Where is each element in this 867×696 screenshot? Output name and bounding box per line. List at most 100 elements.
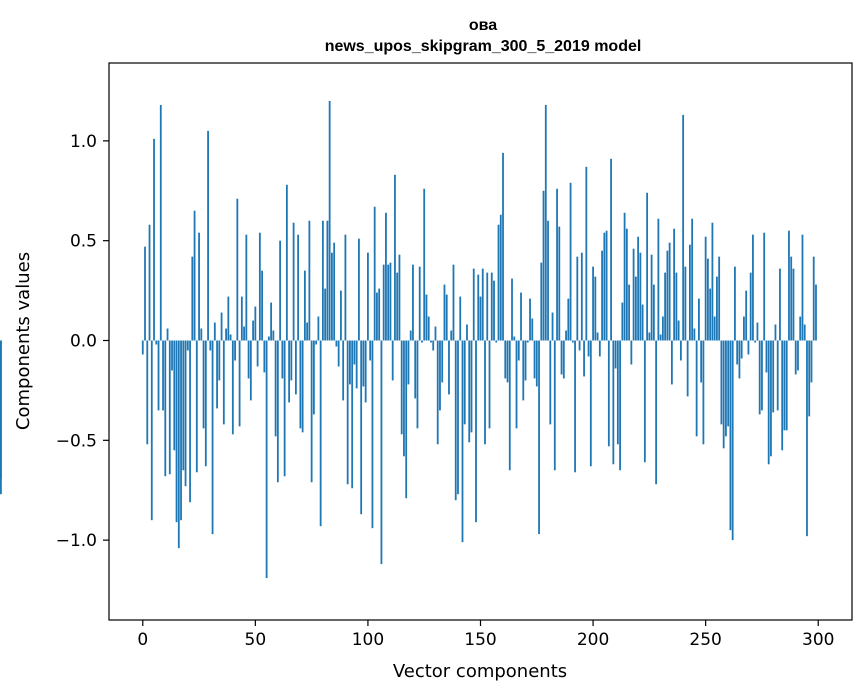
bar	[511, 278, 513, 341]
bar	[650, 254, 653, 341]
bar	[815, 284, 817, 341]
bar	[362, 340, 365, 387]
bar	[607, 340, 610, 447]
bar	[592, 266, 594, 341]
bar	[423, 188, 426, 341]
bar	[218, 340, 221, 381]
bar	[288, 340, 291, 403]
bar	[175, 340, 178, 523]
y-tick-label: 0.5	[70, 232, 97, 252]
chart-subtitle: news_upos_skipgram_300_5_2019 model	[325, 38, 642, 55]
bar	[691, 218, 694, 341]
bar	[238, 340, 241, 427]
bar	[220, 312, 223, 341]
bar	[603, 232, 606, 341]
y-tick-label: 0.0	[70, 332, 97, 352]
bar	[148, 224, 151, 341]
bar	[355, 340, 358, 389]
bar	[551, 312, 554, 341]
bar	[569, 182, 572, 341]
bar	[285, 184, 288, 341]
bar	[209, 340, 212, 351]
bar	[605, 230, 608, 341]
bar	[781, 340, 784, 451]
bar	[621, 302, 624, 341]
bar	[761, 340, 763, 411]
bar	[315, 340, 318, 345]
bar	[371, 340, 374, 529]
bar	[558, 226, 561, 341]
bar	[195, 340, 198, 473]
bar	[177, 340, 180, 549]
bar	[542, 190, 545, 341]
bar	[445, 294, 448, 341]
bar	[369, 340, 372, 361]
bar	[547, 220, 549, 341]
bar	[779, 268, 781, 341]
bar	[159, 104, 162, 341]
bar	[576, 256, 579, 341]
bar	[274, 340, 277, 437]
bar	[200, 328, 203, 341]
bar	[421, 340, 423, 343]
bar	[387, 264, 390, 341]
bar	[164, 340, 167, 477]
bar	[394, 174, 396, 341]
bar	[486, 272, 489, 341]
bar	[186, 340, 189, 351]
bar	[540, 262, 543, 341]
bar	[227, 296, 230, 341]
bar	[529, 298, 531, 341]
bar	[506, 340, 509, 383]
bar	[193, 210, 196, 341]
bar	[801, 234, 804, 341]
bar	[544, 104, 547, 341]
bar	[668, 242, 671, 341]
bar	[301, 340, 304, 433]
bar	[734, 266, 736, 341]
bar	[463, 340, 466, 425]
bar	[797, 340, 799, 371]
bar	[360, 340, 363, 515]
bar	[684, 266, 687, 341]
bar	[718, 256, 721, 341]
bar	[792, 268, 795, 341]
bar	[459, 296, 462, 341]
bar	[398, 254, 401, 341]
x-tick-label: 250	[689, 630, 721, 650]
bar	[562, 340, 565, 379]
bar	[585, 166, 588, 341]
bar	[639, 252, 642, 341]
bar	[659, 334, 662, 341]
bar	[182, 340, 185, 471]
bar	[535, 340, 538, 387]
bar	[207, 130, 209, 341]
bar	[567, 298, 570, 341]
bar	[666, 250, 669, 341]
bar	[679, 340, 682, 361]
bar	[373, 206, 376, 341]
bar	[716, 276, 718, 341]
bar	[774, 324, 777, 341]
bar	[515, 340, 518, 429]
bar	[333, 242, 336, 341]
bar	[587, 340, 590, 357]
bar	[294, 340, 297, 395]
bar	[297, 234, 300, 341]
bar	[0, 340, 2, 495]
bar	[418, 266, 421, 341]
bar	[466, 324, 468, 341]
bar	[414, 340, 417, 399]
bar	[686, 340, 689, 397]
x-tick-label: 300	[802, 630, 834, 650]
bar	[758, 340, 761, 415]
bar	[682, 114, 685, 341]
bar	[144, 246, 146, 341]
bar	[405, 340, 408, 499]
bar	[524, 340, 527, 381]
bar	[457, 340, 459, 495]
bar	[704, 236, 707, 341]
bar	[364, 340, 367, 403]
bar	[283, 340, 286, 477]
